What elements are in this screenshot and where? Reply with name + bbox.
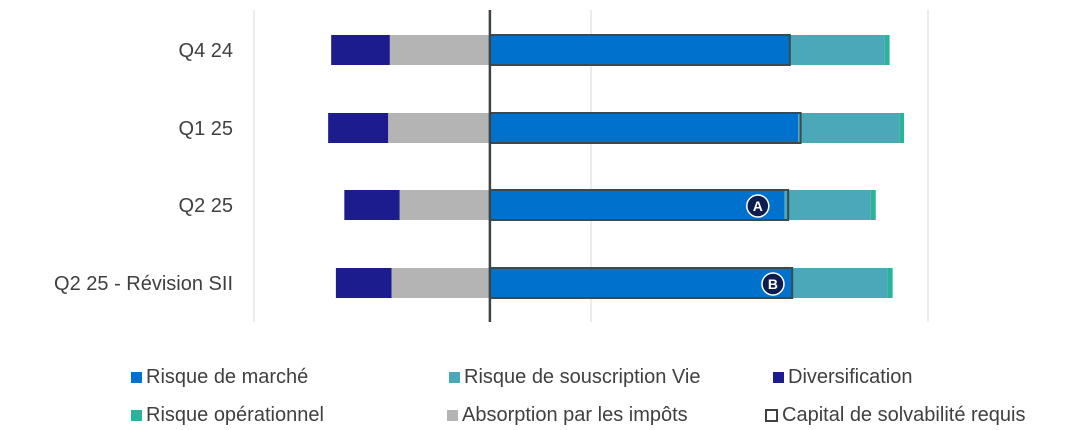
bar-segment-risque-de-souscription-vie	[798, 113, 900, 143]
bar-segment-diversification	[331, 35, 390, 65]
bar-segment-risque-op-rationnel	[884, 35, 890, 65]
bar-segment-absorption-par-les-imp-ts	[391, 268, 490, 298]
bar-segment-risque-op-rationnel	[899, 113, 905, 143]
legend-swatch	[773, 371, 784, 383]
bar-segment-absorption-par-les-imp-ts	[399, 190, 490, 220]
bar-segment-risque-op-rationnel	[887, 268, 893, 298]
legend-label: Risque opérationnel	[146, 403, 324, 426]
legend-row-1: Risque de marché Risque de souscription V…	[0, 362, 1076, 392]
legend-swatch	[131, 371, 142, 383]
bar-segment-diversification	[344, 190, 400, 220]
category-label: Q4 24	[179, 40, 233, 62]
bar-segment-diversification	[328, 113, 389, 143]
legend-label: Diversification	[788, 365, 913, 388]
bar-segment-risque-de-march-	[489, 35, 790, 65]
legend-item: Risque de souscription Vie	[449, 362, 700, 392]
bar-segment-risque-de-souscription-vie	[784, 190, 871, 220]
legend-swatch	[447, 409, 458, 421]
bar-segment-absorption-par-les-imp-ts	[389, 35, 490, 65]
legend-item: Risque de marché	[131, 362, 308, 392]
bar-segment-risque-de-souscription-vie	[789, 35, 885, 65]
legend-swatch	[765, 408, 778, 422]
stacked-bar-chart: Q4 24 Q1 25 Q2 25 Q2 25 - Révision SII A B	[54, 10, 929, 322]
bar-segment-diversification	[335, 268, 392, 298]
bar-segment-risque-de-march-	[489, 190, 785, 220]
marker-badge-a	[746, 194, 770, 218]
legend-item: Diversification	[773, 362, 912, 392]
marker-label: A	[753, 198, 763, 214]
legend-label: Risque de souscription Vie	[464, 365, 701, 388]
legend-row-2: Risque opérationnel Absorption par les im…	[0, 400, 1076, 430]
bar-segment-risque-de-march-	[489, 268, 793, 298]
bar-segment-absorption-par-les-imp-ts	[388, 113, 490, 143]
legend-label: Absorption par les impôts	[462, 403, 688, 426]
legend-swatch	[131, 409, 142, 421]
marker-badge-b	[761, 272, 785, 296]
legend-swatch	[449, 371, 460, 383]
legend-item: Absorption par les impôts	[447, 400, 688, 430]
category-label: Q1 25	[179, 118, 233, 140]
bar-segment-risque-op-rationnel	[870, 190, 876, 220]
bar-segment-risque-de-souscription-vie	[792, 268, 888, 298]
legend-label: Risque de marché	[146, 365, 309, 388]
legend-label: Capital de solvabilité requis	[782, 403, 1026, 426]
bar-segment-risque-de-march-	[489, 113, 799, 143]
legend-item: Risque opérationnel	[131, 400, 324, 430]
marker-label: B	[768, 276, 778, 292]
legend-item: Capital de solvabilité requis	[765, 400, 1025, 430]
category-label: Q2 25	[179, 195, 233, 217]
category-label: Q2 25 - Révision SII	[54, 273, 233, 295]
